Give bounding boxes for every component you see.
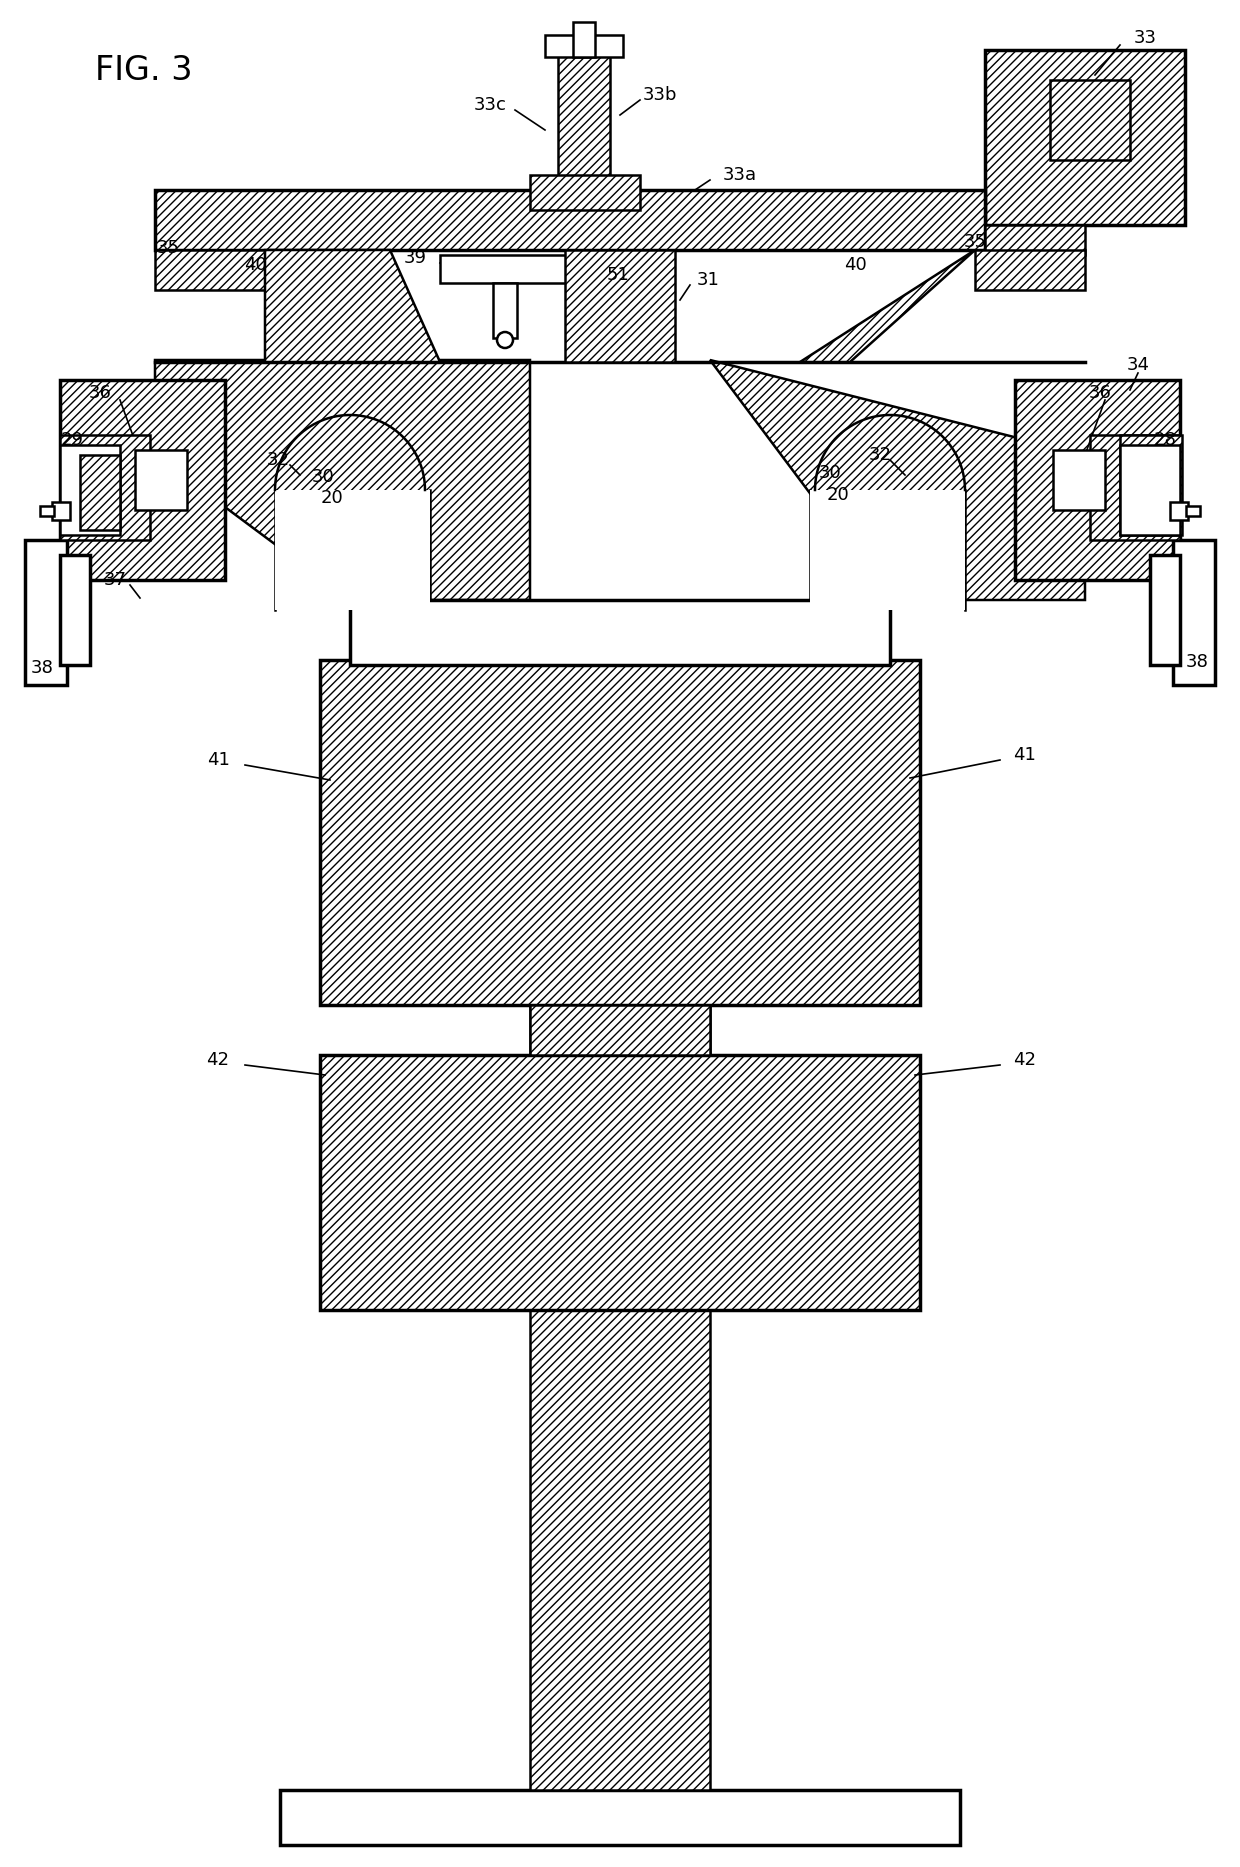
Text: 34: 34 <box>1126 357 1149 373</box>
Bar <box>275 489 430 611</box>
Bar <box>1090 435 1180 540</box>
Text: 30: 30 <box>311 469 335 485</box>
Bar <box>546 35 622 58</box>
Bar <box>60 435 150 540</box>
Text: 35: 35 <box>156 239 180 258</box>
Text: 40: 40 <box>243 256 267 274</box>
Text: 38: 38 <box>1185 653 1209 670</box>
Bar <box>320 661 920 1004</box>
Bar <box>25 540 67 685</box>
Bar <box>280 1790 960 1845</box>
Bar <box>985 50 1185 226</box>
Bar <box>320 1055 920 1311</box>
Polygon shape <box>975 250 1085 289</box>
Text: 32: 32 <box>868 446 892 465</box>
Bar <box>1171 502 1188 521</box>
Text: 30: 30 <box>818 465 842 482</box>
Text: 39: 39 <box>403 248 427 267</box>
Polygon shape <box>711 360 1085 599</box>
Text: 33c: 33c <box>474 95 506 114</box>
Circle shape <box>497 332 513 347</box>
Text: 20: 20 <box>827 485 849 504</box>
Text: 42: 42 <box>1013 1051 1037 1070</box>
Bar <box>1185 506 1200 515</box>
Bar <box>1149 554 1180 665</box>
Bar <box>52 502 69 521</box>
Bar <box>1120 435 1182 536</box>
Text: 29: 29 <box>61 431 83 448</box>
Text: 40: 40 <box>843 256 867 274</box>
Text: 33a: 33a <box>723 166 758 185</box>
Bar <box>1016 381 1180 581</box>
Text: 41: 41 <box>207 751 229 769</box>
Bar <box>440 256 570 284</box>
Bar <box>350 599 890 665</box>
Text: 35: 35 <box>963 233 987 250</box>
Bar <box>60 554 91 665</box>
Bar <box>558 54 610 190</box>
Bar <box>155 190 985 250</box>
Polygon shape <box>800 250 975 362</box>
Text: 36: 36 <box>1089 385 1111 401</box>
Text: 33: 33 <box>1133 30 1157 47</box>
Bar <box>810 489 965 611</box>
Bar <box>529 1004 711 1055</box>
Bar <box>1120 444 1180 536</box>
Text: 38: 38 <box>31 659 53 678</box>
Bar <box>1173 540 1215 685</box>
Bar <box>60 444 120 536</box>
Text: 37: 37 <box>103 571 126 588</box>
Text: 42: 42 <box>207 1051 229 1070</box>
Text: 20: 20 <box>321 489 343 508</box>
Text: 31: 31 <box>697 271 719 289</box>
Bar <box>135 450 187 510</box>
Polygon shape <box>155 360 529 599</box>
Bar <box>985 226 1085 256</box>
Bar <box>529 175 640 209</box>
Bar <box>494 284 517 338</box>
Text: 32: 32 <box>267 452 289 469</box>
Bar <box>1050 80 1130 161</box>
Bar <box>40 506 55 515</box>
Bar <box>81 456 120 530</box>
Text: 41: 41 <box>1013 747 1037 764</box>
Text: 33b: 33b <box>642 86 677 105</box>
Bar <box>529 665 711 1790</box>
Text: 51: 51 <box>606 265 630 284</box>
Text: 36: 36 <box>88 385 112 401</box>
Bar <box>573 22 595 58</box>
Text: FIG. 3: FIG. 3 <box>95 54 192 86</box>
Bar <box>1053 450 1105 510</box>
Text: 28: 28 <box>1153 431 1177 448</box>
Polygon shape <box>265 250 440 362</box>
Bar <box>565 250 675 362</box>
Bar <box>60 381 224 581</box>
Polygon shape <box>155 250 265 289</box>
